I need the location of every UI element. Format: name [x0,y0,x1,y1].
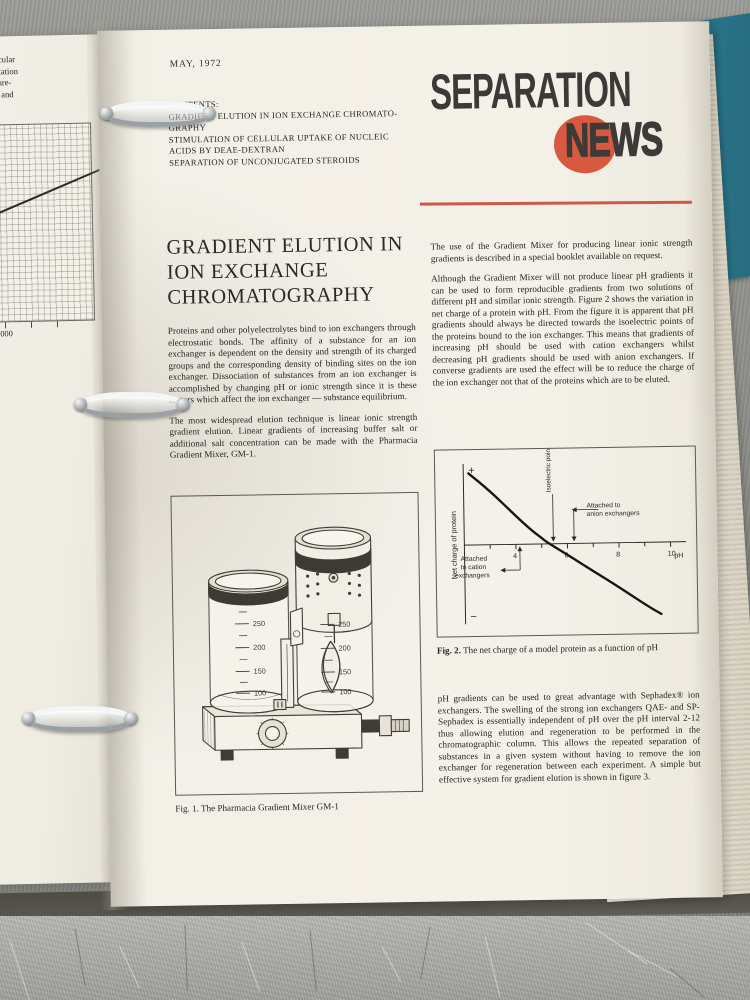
article-right-column-continued: pH gradients can be used to great advant… [438,689,702,794]
figure2-caption-text: The net charge of a model protein as a f… [462,642,659,656]
figure1-frame: 250 200 150 100 250 200 150 100 [170,491,424,796]
article-right-column: The use of the Gradient Mixer for produc… [431,238,695,398]
masthead-title-news: NEWS [564,113,664,168]
grad-label-150-right: 150 [339,667,351,676]
left-page-ref-1: 12 and Ficoll, sa. The Mw of [0,364,96,390]
chart-y-minus-label: − [470,611,477,623]
grad-label-100-right: 100 [339,687,351,696]
binder-ring-middle[interactable] [74,392,190,418]
masthead-rule [419,200,692,206]
grad-label-250-right: 250 [338,620,350,629]
article-headline: GRADIENT ELUTION IN ION EXCHANGE CHROMAT… [166,233,404,309]
left-page-ref-2: s related to e. Biochem. [0,418,98,444]
figure1-caption-label: Fig. 1. [175,803,199,814]
issue-date: MAY, 1972 [169,58,222,70]
chart-y-plus-label: + [468,465,475,477]
chart-x-axis-title: pH [674,552,683,560]
chart-x-axis [464,541,686,546]
grad-label-250-left: 250 [253,619,265,628]
left-page-footer: icals [0,535,100,559]
figure2-frame: 4 6 8 10 + − Net charge of protein pH Isoel… [433,445,699,638]
binder-ring-bottom[interactable] [22,706,138,732]
masthead-title-separation: SEPARATION [429,60,632,121]
axis-ticks [0,320,74,330]
newsletter-page: MAY, 1972 CONTENTS: GRADIENT ELUTION IN … [97,21,723,907]
chart-y-axis-title: Net charge of protein [449,511,459,579]
annotation-isoelectric-label: Isoelectric point [545,447,553,493]
left-page-paragraph: nath (1389). Molecular ation and sedimen… [0,54,19,100]
figure2-caption: Fig. 2. The net charge of a model protei… [437,641,699,657]
grad-label-100-left: 100 [254,688,266,697]
figure1-caption-text: The Pharmacia Gradient Mixer GM-1 [200,801,339,814]
chart-x-tick-label: 4 [513,552,517,560]
paragraph: The most widespread elution technique is… [169,411,418,460]
grad-label-200-right: 200 [338,643,350,652]
chart-x-tick-label: 8 [616,551,620,559]
masthead: SEPARATION NEWS [416,58,694,194]
annotation-anion-label: Attached to anion exchangers [586,502,640,518]
left-page-ref-3: chromato- ohys. Acta nath, K.A. ar weigh… [0,467,99,528]
chart-data-curve [467,472,663,616]
article-left-column: Proteins and other polyelectrolytes bind… [168,322,418,470]
figure1-caption: Fig. 1. The Pharmacia Gradient Mixer GM-… [175,800,425,815]
axis-tick-label: 1.000.000 [0,329,13,339]
net-charge-vs-ph-chart: 4 6 8 10 + − Net charge of protein pH Isoel… [449,447,686,625]
left-page-graph-axis: 1.000.000 ular weight [0,320,96,349]
annotation-isoelectric-point: Isoelectric point [545,447,556,542]
paragraph: Proteins and other polyelectrolytes bind… [167,321,417,405]
gradient-mixer-illustration: 250 200 150 100 250 200 150 100 [202,526,410,761]
paragraph: Although the Gradient Mixer will not pro… [431,269,695,388]
annotation-cation-label: Attached to cation exchangers [455,556,491,580]
table-surface-front [0,916,750,1000]
chart-y-axis [462,464,467,625]
figure2-caption-label: Fig. 2. [436,645,462,656]
grad-label-200-left: 200 [253,643,265,652]
annotation-cation-exchangers: Attached to cation exchangers [455,546,523,580]
left-page-graph: u Ficoll [0,122,117,324]
paragraph: The use of the Gradient Mixer for produc… [430,237,693,264]
grad-label-150-left: 150 [254,667,266,676]
chart-x-tick-label: 10 [668,550,676,558]
paragraph: pH gradients can be used to great advant… [437,689,701,785]
binder-ring-top[interactable] [100,101,216,127]
annotation-anion-exchangers: Attached to anion exchangers [571,502,640,542]
